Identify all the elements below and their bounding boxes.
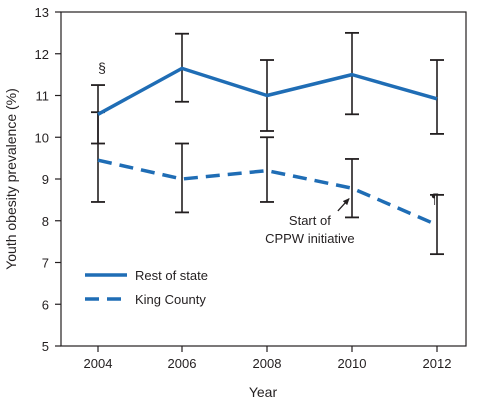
y-tick-label-7: 7: [42, 256, 49, 271]
x-axis: 2004 2006 2008 2010 2012: [84, 346, 452, 371]
annotation-cppw-line-1: Start of: [289, 213, 331, 228]
y-tick-label-11: 11: [36, 89, 50, 104]
x-tick-label-2012: 2012: [423, 356, 452, 371]
error-bar-rest-of-state-2012: [430, 59, 444, 135]
plot-area: [60, 11, 467, 347]
series-lines: [97, 66, 438, 227]
y-axis: 5 6 7 8 9 10 11 12 13: [35, 5, 61, 354]
x-tick-label-2010: 2010: [338, 356, 367, 371]
y-tick-label-13: 13: [35, 5, 49, 20]
y-axis-title: Youth obesity prevalence (%): [3, 88, 19, 270]
series-line-rest-of-state: [97, 66, 438, 116]
error-bar-king-county-2006: [175, 142, 189, 214]
legend-entry-rest-of-state: Rest of state: [85, 268, 208, 283]
y-tick-label-6: 6: [42, 297, 49, 312]
error-bars: [91, 31, 444, 256]
legend-label: Rest of state: [135, 268, 208, 283]
y-tick-label-8: 8: [42, 214, 49, 229]
y-tick-label-12: 12: [35, 47, 49, 62]
x-tick-label-2008: 2008: [253, 356, 282, 371]
legend-label: King County: [135, 292, 206, 307]
y-tick-label-5: 5: [42, 339, 49, 354]
error-bar-king-county-2012: [430, 193, 444, 256]
annotation-cppw: Start of CPPW initiative: [265, 197, 355, 246]
x-tick-label-2004: 2004: [84, 356, 113, 371]
error-bar-king-county-2004: [91, 111, 105, 203]
annotation-cppw-line-2: CPPW initiative: [265, 231, 355, 246]
error-bar-king-county-2008: [260, 136, 274, 203]
series-line-king-county: [97, 158, 438, 227]
y-tick-label-9: 9: [42, 172, 49, 187]
annotations: § ¶ Start of CPPW initiative: [98, 60, 439, 246]
annotation-pilcrow-mark: ¶: [431, 190, 439, 206]
annotation-cppw-arrow: [337, 197, 350, 212]
annotation-section-mark: §: [98, 60, 106, 76]
error-bar-king-county-2010: [345, 158, 359, 219]
legend: Rest of state King County: [85, 268, 208, 307]
legend-entry-king-county: King County: [85, 292, 206, 307]
x-axis-title: Year: [249, 384, 278, 400]
x-tick-label-2006: 2006: [168, 356, 197, 371]
y-tick-label-10: 10: [35, 130, 49, 145]
